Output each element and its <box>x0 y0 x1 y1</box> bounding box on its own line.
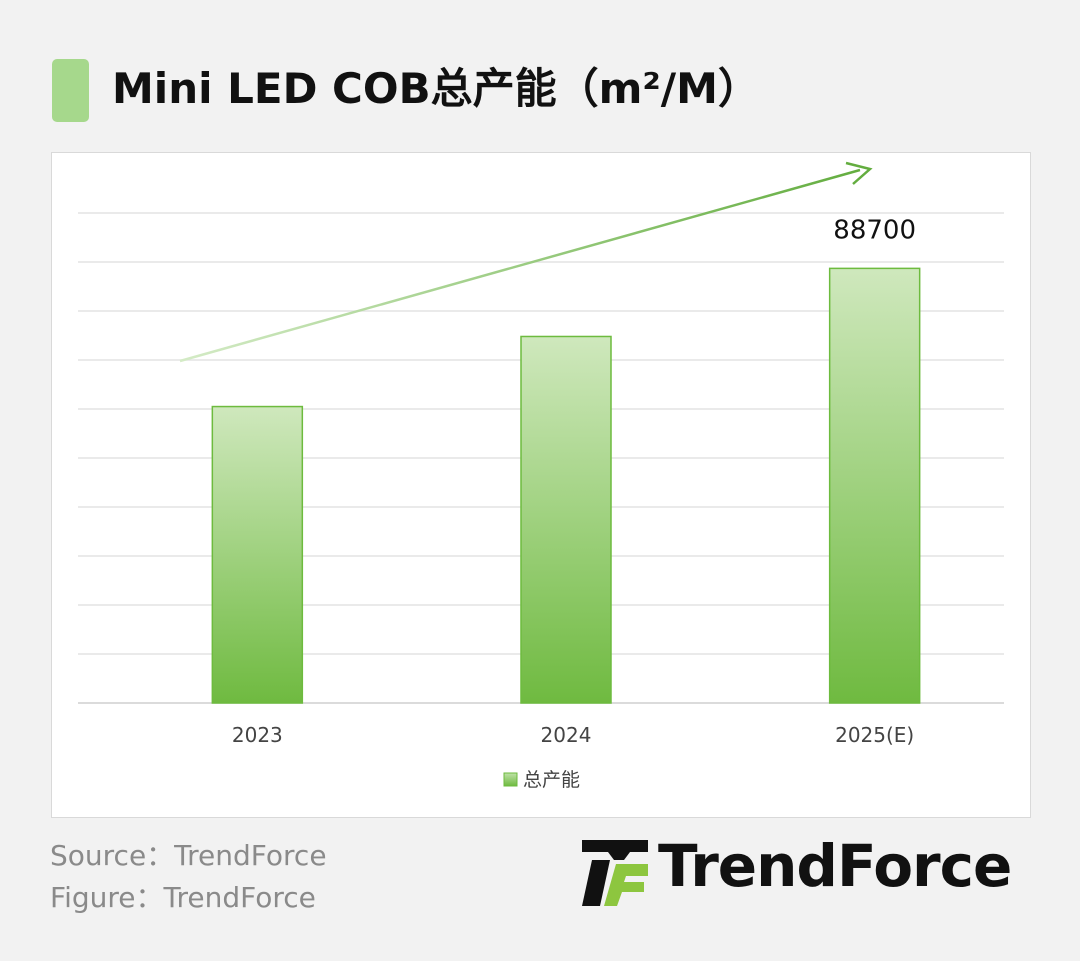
page-title: Mini LED COB总产能（m²/M） <box>112 64 760 113</box>
source-text: Source：TrendForce <box>50 839 327 872</box>
legend: 总产能 <box>503 769 580 791</box>
bar-2024 <box>520 335 612 704</box>
x-tick-label: 2024 <box>541 723 592 747</box>
chart-panel: 2023 2024 2025(E) 88700 总产能 <box>51 152 1031 818</box>
trendforce-logo-text: TrendForce <box>658 832 1012 900</box>
bar-chart: 2023 2024 2025(E) 88700 总产能 <box>78 161 1004 791</box>
labels: 2023 2024 2025(E) 88700 <box>232 215 916 747</box>
title-marker <box>52 59 89 122</box>
legend-swatch <box>503 772 518 787</box>
x-tick-label: 2025(E) <box>835 723 914 747</box>
trend-arrow <box>179 161 873 363</box>
data-label-2025(E): 88700 <box>833 215 916 245</box>
bar-2023 <box>211 405 304 704</box>
x-tick-label: 2023 <box>232 723 283 747</box>
figure-text: Figure：TrendForce <box>50 881 316 914</box>
legend-label: 总产能 <box>523 769 580 791</box>
bars <box>211 267 921 704</box>
trendforce-logo-icon <box>582 840 648 906</box>
bar-2025(E) <box>828 267 921 704</box>
